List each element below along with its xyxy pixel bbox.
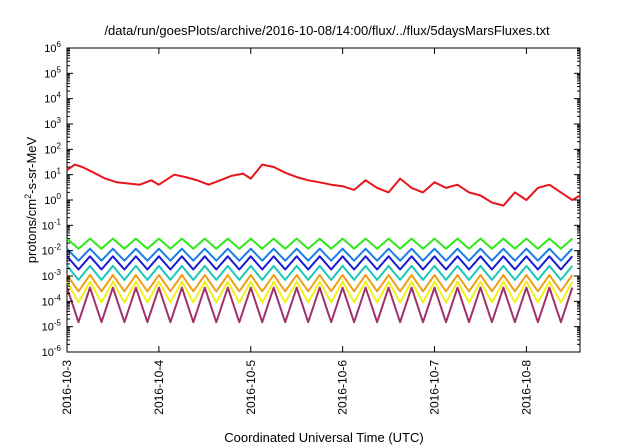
series-line-2	[66, 237, 573, 250]
x-tick-label: 2016-10-5	[244, 360, 258, 415]
y-tick-exponent: 4	[57, 91, 62, 100]
series-line-1	[66, 163, 581, 207]
y-tick-base: 10	[44, 195, 56, 207]
x-tick-label: 2016-10-4	[152, 360, 166, 415]
x-tick-label: 2016-10-3	[60, 360, 74, 415]
y-axis-label-base: protons/cm	[24, 199, 39, 263]
x-axis-label: Coordinated Universal Time (UTC)	[224, 430, 423, 445]
y-tick-base: 10	[44, 144, 56, 156]
y-tick-exponent: 1	[57, 167, 62, 176]
series-line-7	[66, 280, 574, 304]
y-tick-base: 10	[42, 296, 54, 308]
y-tick-exponent: -3	[54, 268, 62, 277]
plot-frame	[66, 47, 581, 353]
y-tick-base: 10	[44, 43, 56, 55]
y-axis-label: protons/cm2-s-sr-MeV	[23, 136, 39, 263]
y-tick-base: 10	[42, 347, 54, 359]
y-tick-label: 101	[44, 167, 61, 182]
y-tick-exponent: 0	[57, 192, 62, 201]
y-tick-label: 10-5	[42, 319, 62, 334]
series-line-8	[66, 286, 574, 324]
y-tick-exponent: -1	[54, 217, 62, 226]
y-tick-exponent: 3	[57, 116, 62, 125]
series-group	[66, 163, 581, 324]
series-line-3	[66, 247, 574, 262]
x-axis: 2016-10-3 2016-10-4 2016-10-5 2016-10-6 2016…	[60, 48, 533, 415]
series-line-4	[66, 255, 574, 271]
y-tick-label: 10-3	[42, 268, 62, 283]
y-tick-exponent: 2	[57, 141, 62, 150]
y-axis-label-rest: -s-sr-MeV	[24, 136, 39, 193]
y-tick-label: 106	[44, 40, 61, 55]
chart-title: /data/run/goesPlots/archive/2016-10-08/1…	[104, 23, 550, 38]
series-line-6	[66, 274, 574, 293]
y-tick-base: 10	[42, 271, 54, 283]
y-axis: 10-610-510-410-310-210-11001011021031041…	[42, 40, 580, 359]
y-tick-exponent: 5	[57, 65, 62, 74]
y-tick-exponent: -4	[54, 293, 62, 302]
x-tick-label: 2016-10-8	[519, 360, 533, 415]
y-tick-base: 10	[42, 220, 54, 232]
y-axis-label-sup: 2	[23, 194, 33, 199]
y-tick-label: 103	[44, 116, 61, 131]
y-tick-base: 10	[42, 246, 54, 258]
y-tick-base: 10	[44, 170, 56, 182]
y-tick-exponent: 6	[57, 40, 62, 49]
y-tick-label: 100	[44, 192, 61, 207]
y-tick-label: 10-2	[42, 243, 62, 258]
y-tick-base: 10	[44, 119, 56, 131]
y-tick-exponent: -5	[54, 319, 62, 328]
y-tick-exponent: -2	[54, 243, 62, 252]
y-tick-exponent: -6	[54, 344, 62, 353]
y-tick-label: 102	[44, 141, 61, 156]
x-tick-label: 2016-10-6	[336, 360, 350, 415]
y-tick-label: 10-6	[42, 344, 62, 359]
y-tick-label: 104	[44, 91, 61, 106]
y-tick-label: 105	[44, 65, 61, 80]
y-tick-base: 10	[44, 94, 56, 106]
x-tick-label: 2016-10-7	[428, 360, 442, 415]
series-line-5	[66, 264, 574, 281]
y-tick-base: 10	[42, 322, 54, 334]
y-tick-label: 10-1	[42, 217, 62, 232]
y-tick-label: 10-4	[42, 293, 62, 308]
y-tick-base: 10	[44, 68, 56, 80]
